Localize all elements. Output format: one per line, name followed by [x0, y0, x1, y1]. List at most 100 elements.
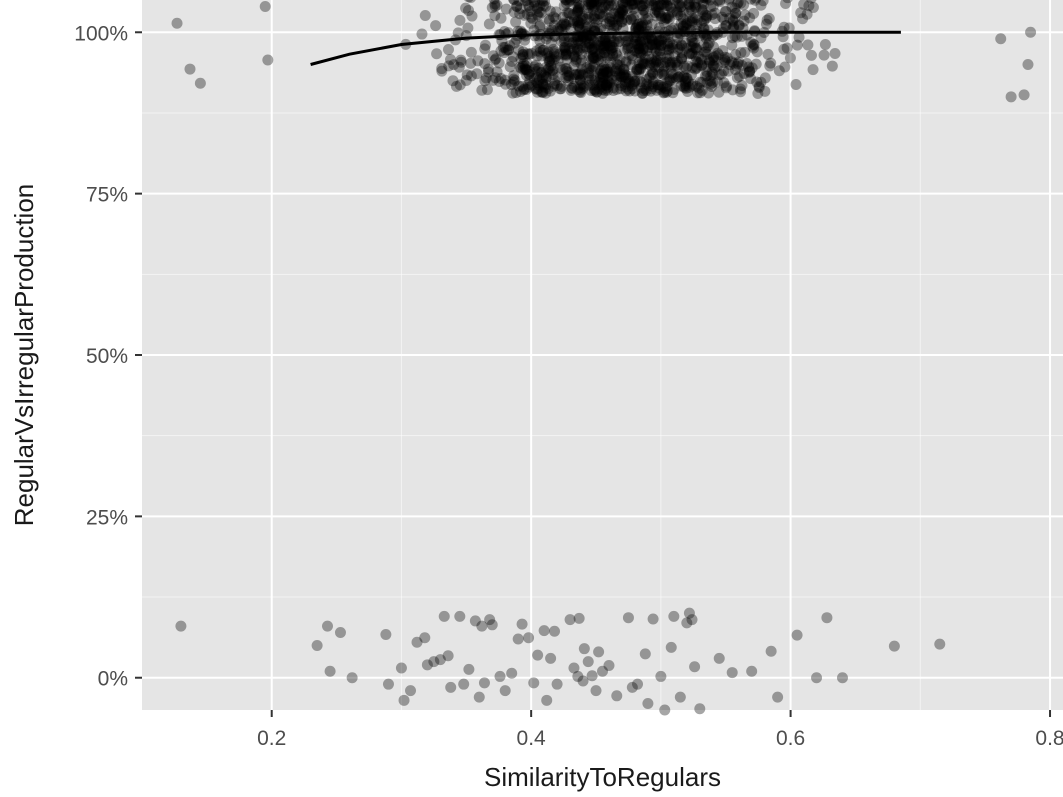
data-point	[625, 14, 637, 26]
data-point	[701, 0, 713, 5]
data-point	[751, 76, 763, 88]
data-point	[537, 87, 549, 99]
data-point	[585, 29, 597, 41]
data-point	[658, 60, 670, 72]
data-point	[519, 60, 531, 72]
data-point	[508, 70, 520, 82]
data-point	[583, 70, 595, 82]
data-point	[635, 21, 647, 33]
data-point	[586, 0, 598, 9]
data-point	[637, 87, 649, 99]
data-point	[544, 55, 556, 67]
data-point	[592, 14, 604, 26]
data-point	[560, 0, 572, 5]
data-point	[777, 31, 789, 43]
data-point	[635, 39, 647, 51]
data-point	[610, 0, 622, 7]
data-point	[551, 79, 563, 91]
data-point	[534, 19, 546, 31]
data-point	[552, 71, 564, 83]
data-point	[728, 57, 740, 69]
data-point	[721, 80, 733, 92]
data-point	[531, 9, 543, 21]
axis-ticks	[135, 31, 1052, 717]
data-point	[669, 50, 681, 62]
data-point	[714, 0, 726, 8]
data-point	[755, 32, 767, 44]
data-point	[617, 6, 629, 18]
data-point	[610, 47, 622, 59]
data-point	[466, 10, 478, 22]
data-point	[626, 83, 638, 95]
data-point	[540, 33, 552, 45]
x-tick-labels: 0.2 0.4 0.6 0.8	[257, 727, 1063, 750]
data-point	[534, 20, 546, 32]
data-point	[568, 43, 580, 55]
data-point	[571, 7, 583, 19]
data-point	[686, 16, 698, 28]
data-point	[557, 11, 569, 23]
data-point	[690, 55, 702, 67]
data-point	[607, 82, 619, 94]
data-point	[621, 0, 633, 8]
data-point	[430, 20, 442, 32]
data-point	[709, 54, 721, 66]
data-point	[600, 0, 611, 4]
data-point	[761, 14, 773, 26]
data-point	[622, 35, 634, 47]
data-point	[495, 45, 507, 57]
data-point	[594, 79, 606, 91]
data-point	[668, 610, 680, 622]
data-point	[608, 36, 620, 48]
data-point	[674, 691, 686, 703]
data-point	[588, 36, 600, 48]
data-point	[576, 42, 588, 54]
data-point	[523, 68, 535, 80]
data-point	[601, 18, 613, 30]
data-point	[743, 66, 755, 78]
data-point	[667, 72, 679, 84]
data-point	[738, 15, 750, 27]
data-point	[673, 0, 685, 10]
data-point	[559, 0, 569, 4]
data-point	[525, 11, 537, 23]
data-point	[614, 54, 626, 66]
data-point	[531, 45, 543, 57]
data-point	[640, 74, 652, 86]
data-point	[680, 75, 692, 87]
data-point	[591, 86, 603, 98]
data-point	[458, 678, 470, 690]
data-point	[586, 65, 598, 77]
data-point	[587, 11, 599, 23]
data-point	[651, 55, 663, 67]
data-point	[604, 0, 616, 7]
data-point	[586, 74, 598, 86]
data-point	[574, 22, 586, 34]
data-point	[705, 78, 717, 90]
data-point	[519, 34, 531, 46]
data-point	[631, 38, 643, 50]
data-point	[563, 16, 575, 28]
data-point	[573, 44, 585, 56]
data-point	[658, 65, 670, 77]
data-point	[560, 48, 572, 60]
data-point	[662, 40, 674, 52]
data-point	[708, 51, 720, 63]
data-point	[669, 57, 681, 69]
data-point	[663, 44, 675, 56]
data-point	[616, 15, 628, 27]
data-point	[696, 3, 708, 15]
data-point	[578, 80, 590, 92]
data-point	[461, 69, 473, 81]
data-point	[581, 20, 593, 32]
data-point	[617, 0, 629, 9]
data-point	[455, 54, 467, 66]
data-point	[670, 73, 682, 85]
data-point	[554, 22, 566, 34]
data-point	[587, 49, 599, 61]
data-point	[514, 86, 526, 98]
data-point	[586, 44, 598, 56]
data-point	[626, 49, 638, 61]
data-point	[587, 61, 599, 73]
data-point	[623, 49, 635, 61]
